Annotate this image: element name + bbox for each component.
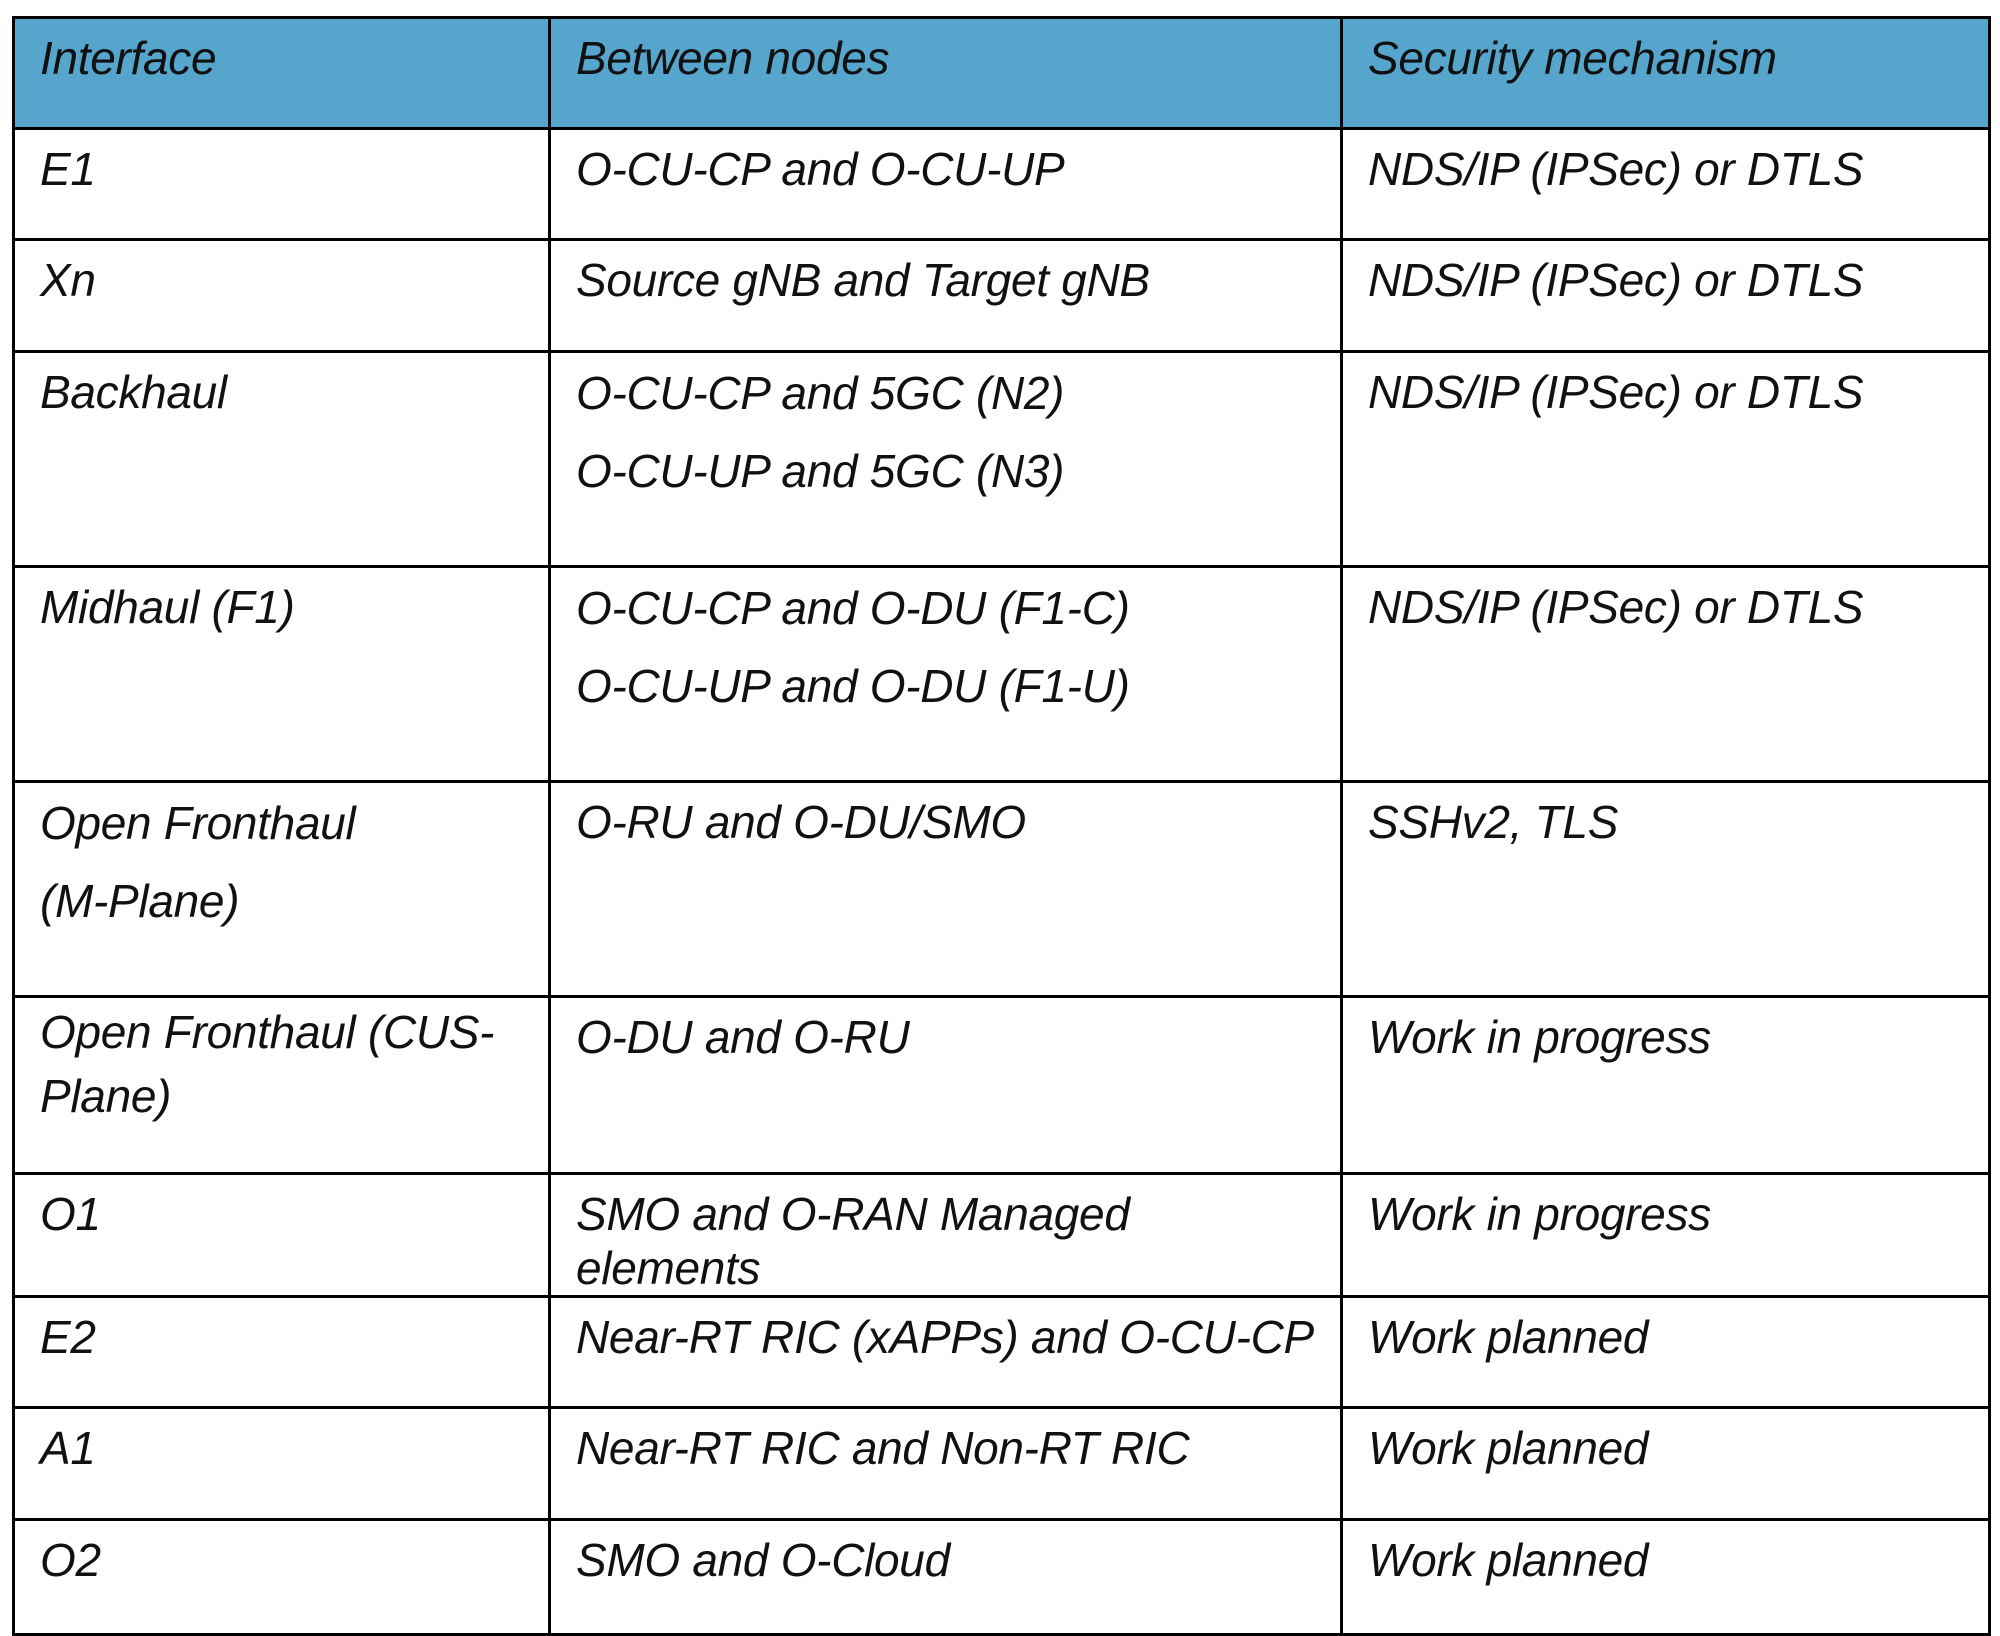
interface-line: (M-Plane) [40, 875, 240, 927]
nodes-line: O-CU-CP and 5GC (N2) [576, 367, 1065, 419]
security-table-container: Interface Between nodes Security mechani… [12, 16, 1991, 1636]
security-cell: NDS/IP (IPSec) or DTLS [1340, 127, 1991, 241]
table-row: E1 O-CU-CP and O-CU-UP NDS/IP (IPSec) or… [12, 127, 1991, 241]
nodes-cell: Source gNB and Target gNB [548, 238, 1343, 353]
interface-text: Open Fronthaul (CUS-Plane) [40, 1006, 495, 1122]
nodes-cell: O-CU-CP and O-DU (F1-C) O-CU-UP and O-DU… [548, 565, 1343, 783]
nodes-cell: Near-RT RIC and Non-RT RIC [548, 1406, 1343, 1521]
interface-security-table: Interface Between nodes Security mechani… [12, 16, 1991, 1636]
table-row: Xn Source gNB and Target gNB NDS/IP (IPS… [12, 238, 1991, 353]
nodes-cell: Near-RT RIC (xAPPs) and O-CU-CP [548, 1295, 1343, 1409]
interface-cell: E1 [12, 127, 551, 241]
table-row: Midhaul (F1) O-CU-CP and O-DU (F1-C) O-C… [12, 565, 1991, 783]
table-row: O2 SMO and O-Cloud Work planned [12, 1518, 1991, 1636]
nodes-line: O-CU-UP and O-DU (F1-U) [576, 660, 1130, 712]
nodes-cell: O-RU and O-DU/SMO [548, 780, 1343, 998]
interface-cell: O1 [12, 1172, 551, 1298]
security-cell: NDS/IP (IPSec) or DTLS [1340, 350, 1991, 568]
table-row: Open Fronthaul (M-Plane) O-RU and O-DU/S… [12, 780, 1991, 998]
security-cell: Work planned [1340, 1406, 1991, 1521]
nodes-cell: SMO and O-Cloud [548, 1518, 1343, 1636]
table-row: A1 Near-RT RIC and Non-RT RIC Work plann… [12, 1406, 1991, 1521]
nodes-cell: O-DU and O-RU [548, 995, 1343, 1175]
header-interface: Interface [12, 16, 551, 130]
table-row: O1 SMO and O-RAN Managed elements Work i… [12, 1172, 1991, 1298]
nodes-line: O-CU-CP and O-DU (F1-C) [576, 582, 1130, 634]
security-cell: Work planned [1340, 1295, 1991, 1409]
interface-cell: Backhaul [12, 350, 551, 568]
table-row: E2 Near-RT RIC (xAPPs) and O-CU-CP Work … [12, 1295, 1991, 1409]
interface-line: Open Fronthaul [40, 797, 356, 849]
security-cell: Work in progress [1340, 995, 1991, 1175]
interface-cell: A1 [12, 1406, 551, 1521]
header-between-nodes: Between nodes [548, 16, 1343, 130]
security-cell: NDS/IP (IPSec) or DTLS [1340, 565, 1991, 783]
nodes-cell: O-CU-CP and O-CU-UP [548, 127, 1343, 241]
nodes-cell: SMO and O-RAN Managed elements [548, 1172, 1343, 1298]
interface-cell: E2 [12, 1295, 551, 1409]
table-row: Backhaul O-CU-CP and 5GC (N2) O-CU-UP an… [12, 350, 1991, 568]
header-security-mechanism: Security mechanism [1340, 16, 1991, 130]
interface-cell: Xn [12, 238, 551, 353]
security-cell: NDS/IP (IPSec) or DTLS [1340, 238, 1991, 353]
interface-cell: Midhaul (F1) [12, 565, 551, 783]
interface-cell: Open Fronthaul (CUS-Plane) [12, 995, 551, 1175]
nodes-cell: O-CU-CP and 5GC (N2) O-CU-UP and 5GC (N3… [548, 350, 1343, 568]
security-cell: SSHv2, TLS [1340, 780, 1991, 998]
security-cell: Work planned [1340, 1518, 1991, 1636]
table-row: Open Fronthaul (CUS-Plane) O-DU and O-RU… [12, 995, 1991, 1175]
nodes-line: O-CU-UP and 5GC (N3) [576, 445, 1065, 497]
security-cell: Work in progress [1340, 1172, 1991, 1298]
interface-cell: Open Fronthaul (M-Plane) [12, 780, 551, 998]
table-header-row: Interface Between nodes Security mechani… [12, 16, 1991, 130]
interface-cell: O2 [12, 1518, 551, 1636]
